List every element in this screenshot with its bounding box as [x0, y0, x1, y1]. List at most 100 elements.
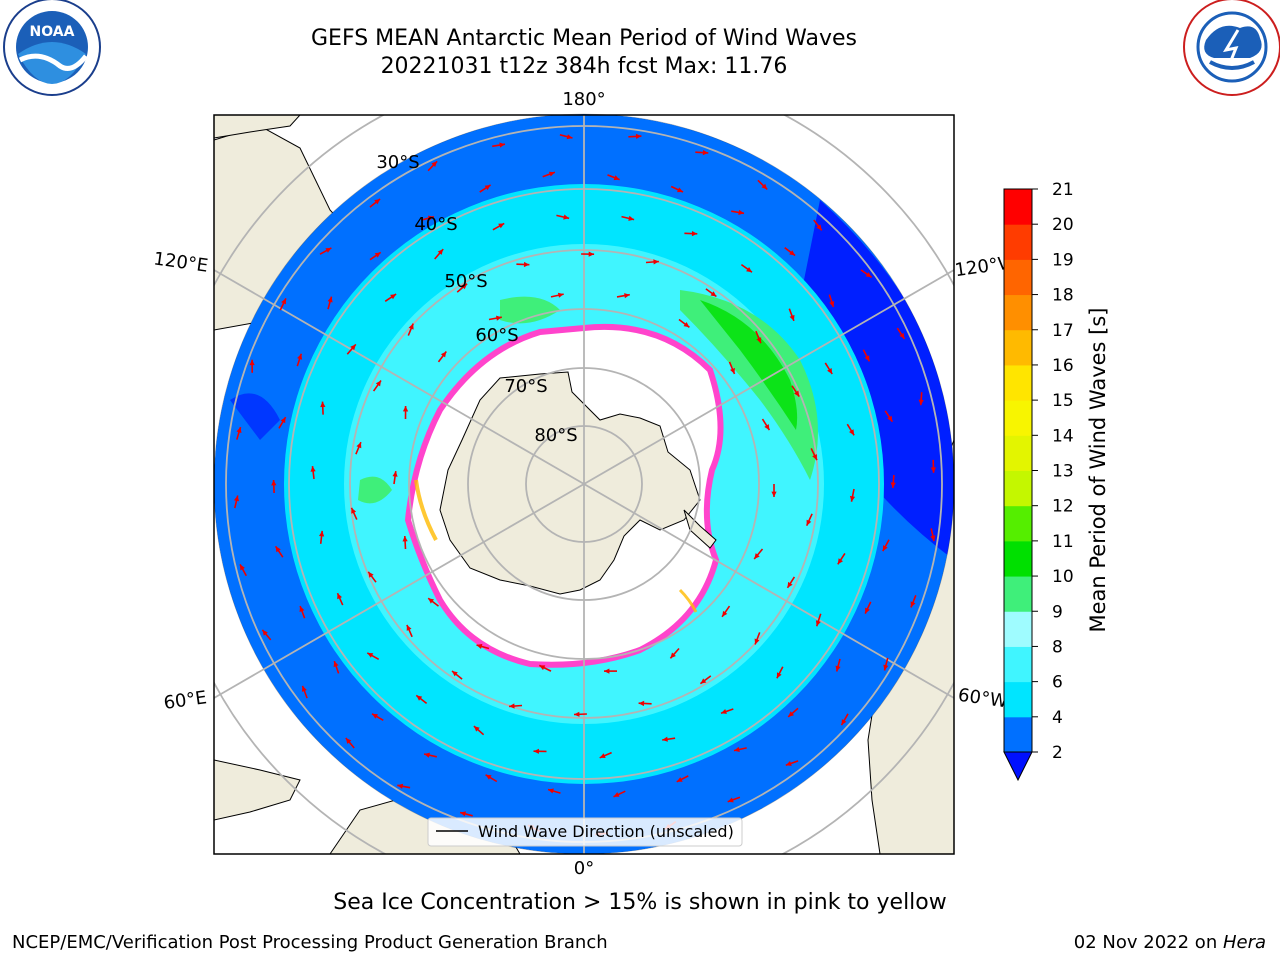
colorbar-bin — [1004, 646, 1032, 683]
lat-label-60s: 60°S — [475, 325, 518, 346]
wind-arrow-head-icon — [390, 294, 397, 300]
wind-arrow-head-icon — [406, 624, 412, 631]
wind-arrow-head-icon — [499, 142, 505, 148]
wind-arrow-head-icon — [574, 711, 580, 717]
wind-arrow-head-icon — [702, 150, 709, 156]
lon-label-top: 180° — [562, 89, 605, 110]
colorbar-bin — [1004, 470, 1032, 507]
wind-arrow-head-icon — [484, 184, 491, 191]
wind-arrow-head-icon — [509, 703, 515, 709]
wind-arrow-head-icon — [764, 424, 770, 431]
wind-arrow-head-icon — [523, 261, 530, 268]
wind-arrow-head-icon — [613, 792, 620, 797]
colorbar-bin — [1004, 716, 1032, 753]
noaa-logo-icon: NOAA — [3, 0, 101, 96]
wind-arrow-head-icon — [402, 536, 408, 542]
wind-arrow-head-icon — [662, 736, 668, 742]
wind-arrow-head-icon — [437, 249, 444, 255]
wind-arrow-head-icon — [301, 685, 307, 692]
wind-arrow-head-icon — [473, 726, 480, 732]
wind-arrow-head-icon — [281, 298, 286, 305]
wind-arrow-head-icon — [440, 351, 447, 358]
wind-arrow-head-icon — [787, 581, 793, 588]
wind-arrow-head-icon — [374, 252, 381, 258]
wind-arrow-head-icon — [345, 738, 352, 744]
wind-arrow-head-icon — [476, 643, 483, 649]
wind-arrow-head-icon — [485, 774, 492, 780]
wind-arrow-head-icon — [754, 638, 760, 645]
wind-arrow-head-icon — [461, 283, 468, 290]
wind-arrow-head-icon — [496, 315, 502, 321]
colorbar-tick-label: 9 — [1052, 602, 1063, 622]
colorbar-label: Mean Period of Wind Waves [s] — [1086, 307, 1110, 633]
colorbar-tick-label: 2 — [1052, 743, 1063, 763]
caption: Sea Ice Concentration > 15% is shown in … — [333, 890, 947, 915]
wind-arrow-head-icon — [676, 777, 683, 782]
lon-label-lower-left: 60°E — [162, 687, 208, 714]
colorbar-bin — [1004, 540, 1032, 577]
wind-arrow-head-icon — [776, 672, 782, 679]
colorbar-tick-label: 19 — [1052, 250, 1074, 270]
colorbar-tick-label: 11 — [1052, 532, 1074, 552]
wind-arrow-head-icon — [533, 748, 539, 754]
wind-arrow-head-icon — [691, 231, 698, 237]
wind-arrow-head-icon — [367, 652, 374, 658]
colorbar-tick-label: 4 — [1052, 708, 1063, 728]
wind-arrow-head-icon — [730, 367, 735, 374]
wind-arrow-head-icon — [548, 171, 555, 177]
wind-arrow-head-icon — [249, 359, 255, 366]
wind-arrow-head-icon — [734, 746, 740, 752]
colorbar-bin — [1004, 505, 1032, 542]
wind-arrow-head-icon — [930, 467, 936, 473]
colorbar-bin — [1004, 259, 1032, 296]
wind-arrow-head-icon — [460, 811, 466, 817]
colorbar-bin — [1004, 294, 1032, 331]
wind-arrow-head-icon — [557, 292, 564, 298]
wind-arrow-head-icon — [754, 553, 760, 559]
wind-arrow-head-icon — [275, 546, 281, 553]
colorbar-bin — [1004, 435, 1032, 471]
legend-label: Wind Wave Direction (unscaled) — [478, 822, 734, 841]
colorbar-bin — [1004, 189, 1032, 225]
wind-arrow-head-icon — [299, 606, 305, 612]
wind-arrow-head-icon — [756, 337, 762, 344]
wind-arrow-head-icon — [408, 323, 414, 330]
footer-date: 02 Nov 2022 on — [1073, 932, 1223, 953]
wind-arrow-head-icon — [333, 661, 339, 668]
colorbar-tick-label: 8 — [1052, 637, 1063, 657]
wind-arrow-head-icon — [350, 344, 356, 351]
colorbar-tick-label: 15 — [1052, 391, 1074, 411]
wind-arrow-head-icon — [816, 224, 822, 231]
lat-label-80s: 80°S — [534, 425, 577, 446]
wind-arrow-head-icon — [761, 183, 768, 190]
wind-arrow-head-icon — [794, 390, 800, 397]
wind-arrow-head-icon — [789, 314, 795, 321]
wind-arrow-head-icon — [310, 466, 316, 472]
wind-arrow-head-icon — [428, 215, 434, 221]
wind-arrow-head-icon — [392, 471, 398, 477]
wind-arrow-head-icon — [849, 429, 855, 436]
wind-arrow-head-icon — [890, 482, 896, 488]
wind-arrow-head-icon — [670, 652, 676, 659]
wind-arrow-head-icon — [827, 368, 833, 374]
wind-arrow-head-icon — [319, 530, 325, 537]
wind-arrow-head-icon — [635, 133, 642, 139]
wind-arrow-head-icon — [368, 571, 374, 578]
wind-arrow-head-icon — [882, 545, 888, 552]
wind-arrow-head-icon — [402, 406, 409, 412]
wind-arrow-head-icon — [899, 333, 905, 339]
wind-arrow-head-icon — [424, 752, 430, 758]
wind-arrow-head-icon — [829, 301, 835, 307]
wind-arrow-head-icon — [240, 564, 245, 571]
colorbar-tick-label: 10 — [1052, 567, 1074, 587]
wind-arrows — [233, 133, 936, 837]
wind-arrow-head-icon — [613, 175, 620, 181]
wind-arrow-head-icon — [452, 671, 458, 677]
lon-label-bottom: 0° — [574, 858, 594, 879]
wind-arrow-head-icon — [262, 629, 268, 636]
wind-arrow-head-icon — [624, 293, 630, 299]
colorbar-bin — [1004, 576, 1032, 612]
colorbar-bin — [1004, 681, 1032, 718]
colorbar-tick-label: 14 — [1052, 426, 1074, 446]
